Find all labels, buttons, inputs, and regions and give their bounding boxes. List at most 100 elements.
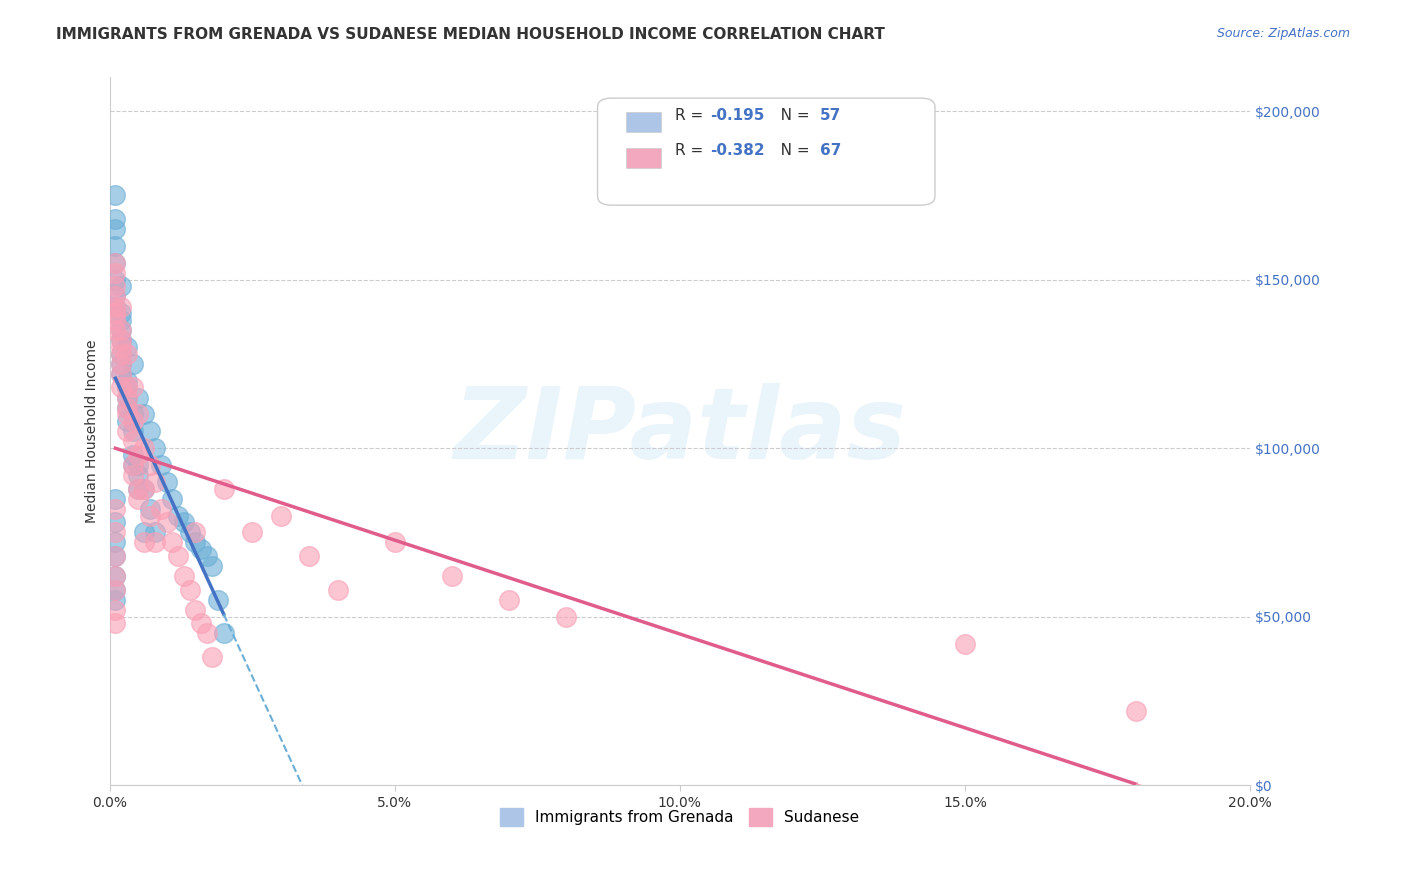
Point [132, 441, 155, 455]
Point [195, 626, 218, 640]
Point [110, 323, 132, 337]
Point [110, 347, 132, 361]
Point [104, 603, 127, 617]
Point [138, 501, 160, 516]
Point [104, 323, 127, 337]
Point [110, 340, 132, 354]
Point [115, 380, 138, 394]
Point [104, 289, 127, 303]
Point [104, 256, 127, 270]
Point [104, 491, 127, 506]
Point [110, 300, 132, 314]
Point [121, 380, 143, 394]
Point [104, 616, 127, 631]
Point [115, 391, 138, 405]
Point [121, 414, 143, 428]
Point [110, 279, 132, 293]
Point [184, 535, 207, 549]
Point [104, 515, 127, 529]
Point [104, 239, 127, 253]
Point [184, 525, 207, 540]
Point [190, 542, 212, 557]
Point [121, 408, 143, 422]
Point [440, 569, 463, 583]
Text: -0.382: -0.382 [710, 144, 765, 158]
Point [143, 441, 166, 455]
Point [110, 323, 132, 337]
Point [326, 582, 349, 597]
Point [554, 609, 576, 624]
Point [384, 535, 406, 549]
Point [179, 525, 201, 540]
Point [104, 525, 127, 540]
Point [127, 482, 149, 496]
Point [104, 535, 127, 549]
Point [184, 603, 207, 617]
Point [179, 582, 201, 597]
Point [132, 482, 155, 496]
Point [207, 592, 229, 607]
Point [121, 468, 143, 483]
Point [150, 458, 173, 472]
Legend: Immigrants from Grenada, Sudanese: Immigrants from Grenada, Sudanese [492, 800, 868, 834]
Point [127, 468, 149, 483]
Point [110, 367, 132, 381]
Point [110, 357, 132, 371]
Point [143, 525, 166, 540]
Point [110, 347, 132, 361]
Point [138, 508, 160, 523]
Point [162, 535, 184, 549]
Point [212, 626, 235, 640]
Text: R =: R = [675, 144, 709, 158]
Point [132, 482, 155, 496]
Point [110, 313, 132, 327]
Point [104, 569, 127, 583]
Point [110, 367, 132, 381]
Point [138, 424, 160, 438]
Point [138, 458, 160, 472]
Text: ZIPatlas: ZIPatlas [453, 383, 907, 480]
Point [167, 508, 190, 523]
Point [190, 616, 212, 631]
Point [132, 408, 155, 422]
Point [115, 391, 138, 405]
Point [110, 380, 132, 394]
Point [143, 475, 166, 489]
Point [104, 501, 127, 516]
Point [104, 222, 127, 236]
Point [104, 211, 127, 226]
Point [115, 347, 138, 361]
Point [104, 279, 127, 293]
Point [104, 306, 127, 320]
Text: Source: ZipAtlas.com: Source: ZipAtlas.com [1216, 27, 1350, 40]
Point [121, 448, 143, 462]
Point [115, 401, 138, 415]
Point [270, 508, 292, 523]
Point [110, 357, 132, 371]
Point [121, 434, 143, 449]
Point [212, 482, 235, 496]
Point [121, 424, 143, 438]
Point [110, 333, 132, 347]
Point [127, 391, 149, 405]
Point [156, 475, 179, 489]
Point [132, 535, 155, 549]
Point [115, 401, 138, 415]
Point [201, 650, 224, 665]
Point [115, 414, 138, 428]
Point [156, 515, 179, 529]
Point [104, 289, 127, 303]
Point [104, 592, 127, 607]
Point [104, 266, 127, 280]
Point [104, 313, 127, 327]
Point [115, 424, 138, 438]
Point [150, 501, 173, 516]
Y-axis label: Median Household Income: Median Household Income [86, 340, 100, 523]
Point [127, 448, 149, 462]
Text: IMMIGRANTS FROM GRENADA VS SUDANESE MEDIAN HOUSEHOLD INCOME CORRELATION CHART: IMMIGRANTS FROM GRENADA VS SUDANESE MEDI… [56, 27, 886, 42]
Point [110, 306, 132, 320]
Point [115, 380, 138, 394]
Point [104, 582, 127, 597]
Point [953, 636, 976, 650]
Point [121, 458, 143, 472]
